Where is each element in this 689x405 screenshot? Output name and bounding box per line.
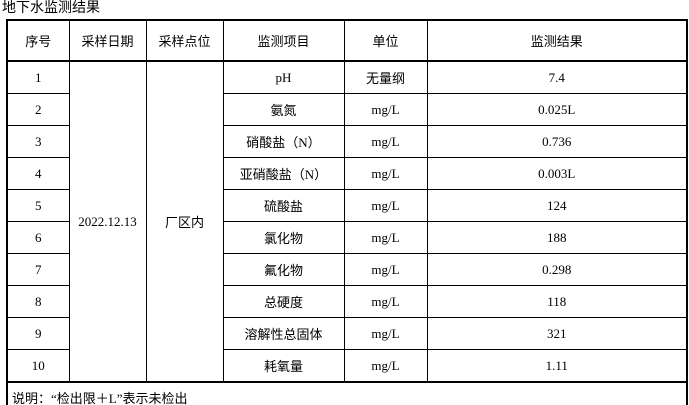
result-cell: 1.11 [426, 349, 688, 383]
header-cell-no: 序号 [6, 19, 70, 62]
row-number-cell: 6 [6, 221, 70, 254]
page-title: 地下水监测结果 [2, 1, 100, 16]
header-cell-date: 采样日期 [68, 19, 147, 62]
item-cell: 亚硝酸盐（N） [222, 157, 345, 190]
unit-cell: mg/L [343, 349, 428, 383]
item-cell: 硝酸盐（N） [222, 125, 345, 158]
unit-cell: mg/L [343, 189, 428, 222]
table-row: 7 氟化物 mg/L 0.298 [6, 253, 688, 286]
result-cell: 0.003L [426, 157, 688, 190]
header-cell-item: 监测项目 [222, 19, 345, 62]
row-number-cell: 3 [6, 125, 70, 158]
sample-date-cell: 2022.12.13 [68, 60, 147, 383]
item-cell: 氨氮 [222, 93, 345, 126]
unit-cell: mg/L [343, 93, 428, 126]
table-note-row: 说明：“检出限＋L”表示未检出 [6, 381, 688, 405]
result-cell: 118 [426, 285, 688, 318]
result-cell: 321 [426, 317, 688, 350]
row-number-cell: 2 [6, 93, 70, 126]
item-cell: 耗氧量 [222, 349, 345, 383]
unit-cell: mg/L [343, 317, 428, 350]
result-cell: 0.736 [426, 125, 688, 158]
unit-cell: 无量纲 [343, 60, 428, 94]
result-cell: 7.4 [426, 60, 688, 94]
table-row: 3 硝酸盐（N） mg/L 0.736 [6, 125, 688, 158]
unit-cell: mg/L [343, 157, 428, 190]
table-row: 4 亚硝酸盐（N） mg/L 0.003L [6, 157, 688, 190]
row-number-cell: 8 [6, 285, 70, 318]
note-cell: 说明：“检出限＋L”表示未检出 [6, 381, 688, 405]
unit-cell: mg/L [343, 253, 428, 286]
table-row: 5 硫酸盐 mg/L 124 [6, 189, 688, 222]
table-row: 9 溶解性总固体 mg/L 321 [6, 317, 688, 350]
unit-cell: mg/L [343, 221, 428, 254]
table-row: 6 氯化物 mg/L 188 [6, 221, 688, 254]
item-cell: 硫酸盐 [222, 189, 345, 222]
results-table: 序号 采样日期 采样点位 监测项目 单位 监测结果 1 2022.12.13 厂… [6, 19, 688, 405]
row-number-cell: 5 [6, 189, 70, 222]
item-cell: pH [222, 60, 345, 94]
unit-cell: mg/L [343, 125, 428, 158]
table-row: 10 耗氧量 mg/L 1.11 [6, 349, 688, 383]
row-number-cell: 9 [6, 317, 70, 350]
row-number-cell: 1 [6, 60, 70, 94]
table-row: 1 2022.12.13 厂区内 pH 无量纲 7.4 [6, 60, 688, 383]
item-cell: 溶解性总固体 [222, 317, 345, 350]
unit-cell: mg/L [343, 285, 428, 318]
row-number-cell: 7 [6, 253, 70, 286]
header-cell-result: 监测结果 [426, 19, 688, 62]
item-cell: 氯化物 [222, 221, 345, 254]
sample-point-cell: 厂区内 [145, 60, 224, 383]
table-row: 8 总硬度 mg/L 118 [6, 285, 688, 318]
row-number-cell: 10 [6, 349, 70, 383]
item-cell: 氟化物 [222, 253, 345, 286]
row-number-cell: 4 [6, 157, 70, 190]
result-cell: 0.298 [426, 253, 688, 286]
header-cell-unit: 单位 [343, 19, 428, 62]
result-cell: 124 [426, 189, 688, 222]
result-cell: 0.025L [426, 93, 688, 126]
result-cell: 188 [426, 221, 688, 254]
header-cell-point: 采样点位 [145, 19, 224, 62]
table-header-row: 序号 采样日期 采样点位 监测项目 单位 监测结果 [6, 19, 688, 62]
item-cell: 总硬度 [222, 285, 345, 318]
